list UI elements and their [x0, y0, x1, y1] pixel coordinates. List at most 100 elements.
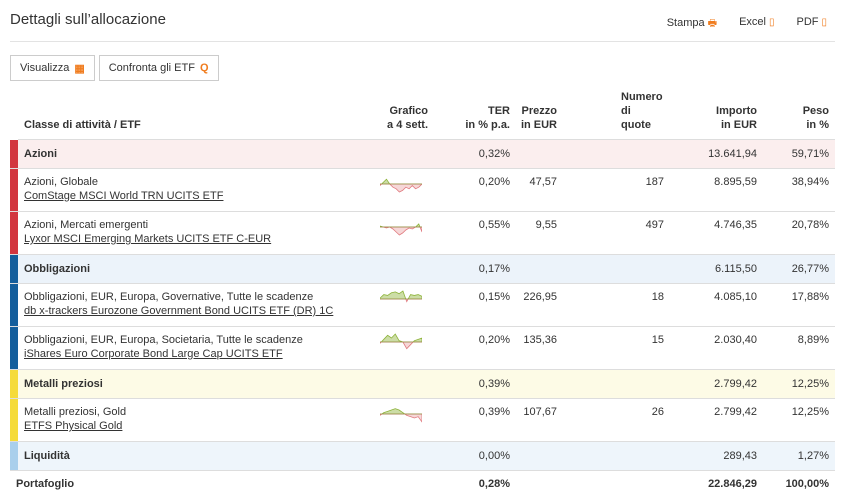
excel-file-icon: ▯	[768, 17, 775, 28]
sparkline-chart	[380, 178, 422, 193]
compare-label: Confronta gli ETF	[108, 62, 195, 74]
ter-value: 0,55%	[434, 211, 516, 255]
ter-value: 0,17%	[434, 254, 516, 284]
col-price: Prezzo in EUR	[516, 90, 563, 140]
qty-value: 18	[563, 283, 664, 327]
group-name: Metalli preziosi	[18, 369, 368, 399]
etf-row: Azioni, Mercati emergenti Lyxor MSCI Emer…	[10, 211, 835, 255]
four-week-chart[interactable]	[368, 326, 434, 370]
etf-category: Azioni, Globale	[24, 176, 98, 188]
etf-category: Obbligazioni, EUR, Europa, Governative, …	[24, 291, 314, 303]
etf-row: Azioni, Globale ComStage MSCI World TRN U…	[10, 168, 835, 212]
weight-value: 1,27%	[763, 441, 835, 471]
col-ter: TER in % p.a.	[434, 90, 516, 140]
qty-value: 497	[563, 211, 664, 255]
excel-link[interactable]: Excel ▯	[739, 16, 774, 33]
class-color-bar	[10, 369, 18, 399]
weight-value: 20,78%	[763, 211, 835, 255]
sparkline-chart	[380, 290, 422, 303]
ter-value: 0,32%	[434, 139, 516, 169]
four-week-chart[interactable]	[368, 283, 434, 327]
portfolio-total-row: Portafoglio 0,28% 22.846,29 100,00%	[10, 471, 835, 497]
pdf-link[interactable]: PDF ▯	[796, 16, 827, 33]
col-chart: Grafico a 4 sett.	[368, 90, 434, 140]
class-color-bar	[10, 168, 18, 212]
total-ter: 0,28%	[478, 477, 510, 490]
etf-row: Obbligazioni, EUR, Europa, Societaria, T…	[10, 326, 835, 370]
ter-value: 0,20%	[434, 326, 516, 370]
sparkline-loss-area	[380, 414, 422, 423]
etf-link[interactable]: iShares Euro Corporate Bond Large Cap UC…	[24, 348, 283, 360]
allocation-table: Classe di attività / ETF Grafico a 4 sett…	[10, 90, 835, 497]
etf-link[interactable]: ETFS Physical Gold	[24, 420, 123, 432]
weight-value: 26,77%	[763, 254, 835, 284]
class-color-bar	[10, 283, 18, 327]
view-label: Visualizza	[20, 62, 70, 74]
amount-value: 4.746,35	[664, 211, 763, 255]
col-weight: Peso in %	[763, 90, 835, 140]
ter-value: 0,39%	[434, 398, 516, 442]
total-amount: 22.846,29	[708, 477, 757, 490]
etf-row: Obbligazioni, EUR, Europa, Governative, …	[10, 283, 835, 327]
col-amount: Importo in EUR	[664, 90, 763, 140]
qty-value: 15	[563, 326, 664, 370]
group-name: Obbligazioni	[18, 254, 368, 284]
pdf-label: PDF	[796, 16, 819, 28]
etf-row: Metalli preziosi, Gold ETFS Physical Gold…	[10, 398, 835, 442]
ter-value: 0,20%	[434, 168, 516, 212]
group-row-azioni: Azioni 0,32% 13.641,94 59,71%	[10, 139, 835, 169]
weight-value: 12,25%	[763, 369, 835, 399]
group-name: Azioni	[18, 139, 368, 169]
sparkline-gain-area	[380, 178, 422, 184]
total-weight: 100,00%	[785, 477, 829, 490]
col-qty: Numero di quote	[563, 90, 664, 140]
amount-value: 289,43	[664, 441, 763, 471]
group-row-obbligazioni: Obbligazioni 0,17% 6.115,50 26,77%	[10, 254, 835, 284]
group-row-metalli: Metalli preziosi 0,39% 2.799,42 12,25%	[10, 369, 835, 399]
weight-value: 12,25%	[763, 398, 835, 442]
amount-value: 8.895,59	[664, 168, 763, 212]
price-value: 135,36	[516, 326, 563, 370]
class-color-bar	[10, 441, 18, 471]
total-label: Portafoglio	[16, 477, 75, 490]
price-value: 226,95	[516, 283, 563, 327]
sparkline-chart	[380, 408, 422, 423]
pdf-file-icon: ▯	[821, 17, 827, 28]
four-week-chart[interactable]	[368, 398, 434, 442]
class-color-bar	[10, 398, 18, 442]
group-row-liquidita: Liquidità 0,00% 289,43 1,27%	[10, 441, 835, 471]
print-label: Stampa	[666, 17, 705, 29]
print-link[interactable]: Stampa 🖶	[667, 16, 717, 33]
weight-value: 38,94%	[763, 168, 835, 212]
etf-category: Azioni, Mercati emergenti	[24, 219, 149, 231]
sparkline-gain-area	[380, 333, 422, 342]
excel-label: Excel	[739, 16, 766, 28]
price-value: 9,55	[516, 211, 563, 255]
amount-value: 13.641,94	[664, 139, 763, 169]
ter-value: 0,00%	[434, 441, 516, 471]
amount-value: 2.799,42	[664, 369, 763, 399]
sparkline-gain-area	[380, 290, 422, 299]
four-week-chart[interactable]	[368, 211, 434, 255]
ter-value: 0,15%	[434, 283, 516, 327]
sparkline-chart	[380, 223, 422, 236]
class-color-bar	[10, 139, 18, 169]
view-button[interactable]: Visualizza ▦	[10, 55, 95, 81]
amount-value: 2.030,40	[664, 326, 763, 370]
etf-link[interactable]: db x-trackers Eurozone Government Bond U…	[24, 305, 334, 317]
col-class: Classe di attività / ETF	[18, 90, 368, 140]
group-name: Liquidità	[18, 441, 368, 471]
sparkline-gain-area	[380, 408, 422, 414]
divider	[10, 41, 835, 42]
price-value: 47,57	[516, 168, 563, 212]
compare-etf-button[interactable]: Confronta gli ETF Q	[98, 55, 219, 81]
printer-icon: 🖶	[707, 18, 718, 29]
etf-link[interactable]: Lyxor MSCI Emerging Markets UCITS ETF C-…	[24, 233, 272, 245]
table-icon: ▦	[74, 62, 85, 75]
etf-category: Obbligazioni, EUR, Europa, Societaria, T…	[24, 334, 303, 346]
weight-value: 17,88%	[763, 283, 835, 327]
amount-value: 4.085,10	[664, 283, 763, 327]
four-week-chart[interactable]	[368, 168, 434, 212]
sparkline-chart	[380, 333, 422, 350]
etf-link[interactable]: ComStage MSCI World TRN UCITS ETF	[24, 190, 224, 202]
